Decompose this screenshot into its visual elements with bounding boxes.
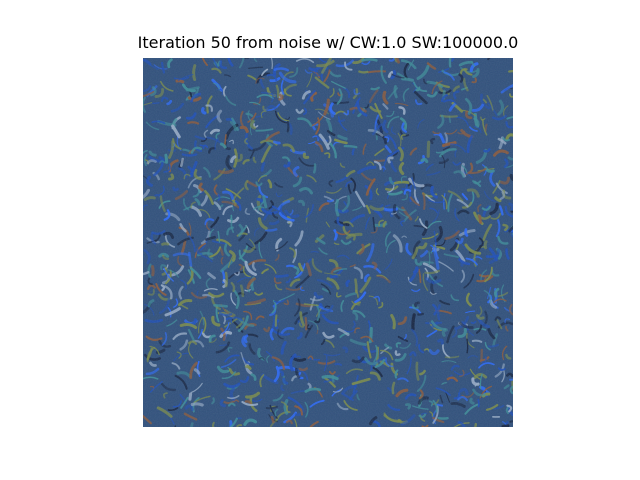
grain-overlay bbox=[143, 58, 513, 427]
noise-texture-image bbox=[143, 58, 513, 427]
plot-title: Iteration 50 from noise w/ CW:1.0 SW:100… bbox=[137, 33, 519, 52]
style-transfer-image bbox=[143, 58, 513, 427]
